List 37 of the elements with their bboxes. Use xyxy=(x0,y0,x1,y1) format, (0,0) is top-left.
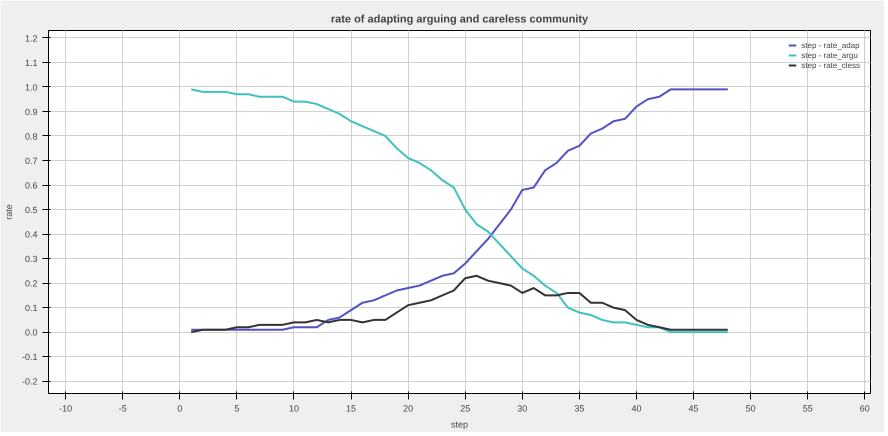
line-series xyxy=(190,274,729,334)
x-tick-label: 55 xyxy=(802,404,813,414)
x-tick-label: 60 xyxy=(860,404,870,414)
x-tick-label: 15 xyxy=(346,404,356,414)
x-tick-label: -10 xyxy=(59,404,72,414)
x-tick-label: -5 xyxy=(118,404,127,414)
x-axis-title: step xyxy=(450,420,468,430)
y-tick-label: 0.7 xyxy=(24,156,38,166)
y-tick-label: 0.8 xyxy=(24,131,38,142)
x-tick-label: 20 xyxy=(403,404,414,414)
y-tick-label: 0.3 xyxy=(24,254,38,264)
legend-label: step - rate_cless xyxy=(801,60,860,70)
y-tick-label: 1.1 xyxy=(24,58,38,68)
y-axis-title: rate xyxy=(4,204,14,220)
x-tick-label: 5 xyxy=(234,404,240,414)
x-tick-label: 50 xyxy=(746,404,756,414)
legend-label: step - rate_argu xyxy=(801,50,858,60)
y-tick-label: 0.1 xyxy=(24,303,38,314)
y-tick-label: -0.1 xyxy=(22,352,38,362)
y-tick-label: 0.9 xyxy=(24,106,38,117)
x-tick-label: 35 xyxy=(574,404,584,414)
x-tick-label: 0 xyxy=(177,404,182,414)
y-tick-label: 0.4 xyxy=(24,230,38,240)
y-tick-label: 1.2 xyxy=(24,33,38,44)
x-tick-label: 10 xyxy=(288,404,299,414)
chart-title: rate of adapting arguing and careless community xyxy=(330,14,590,26)
y-tick-label: 0.5 xyxy=(24,205,38,216)
x-tick-label: 30 xyxy=(517,404,528,414)
y-tick-label: 0.0 xyxy=(24,328,38,338)
y-tick-label: 0.6 xyxy=(24,180,38,191)
y-tick-label: 0.2 xyxy=(24,278,38,289)
x-tick-label: 40 xyxy=(631,404,642,414)
y-tick-label: 1.0 xyxy=(24,82,38,92)
x-tick-label: 25 xyxy=(460,404,470,414)
legend-label: step - rate_adap xyxy=(801,40,860,50)
y-tick-label: -0.2 xyxy=(22,376,38,387)
x-tick-label: 45 xyxy=(688,404,699,414)
